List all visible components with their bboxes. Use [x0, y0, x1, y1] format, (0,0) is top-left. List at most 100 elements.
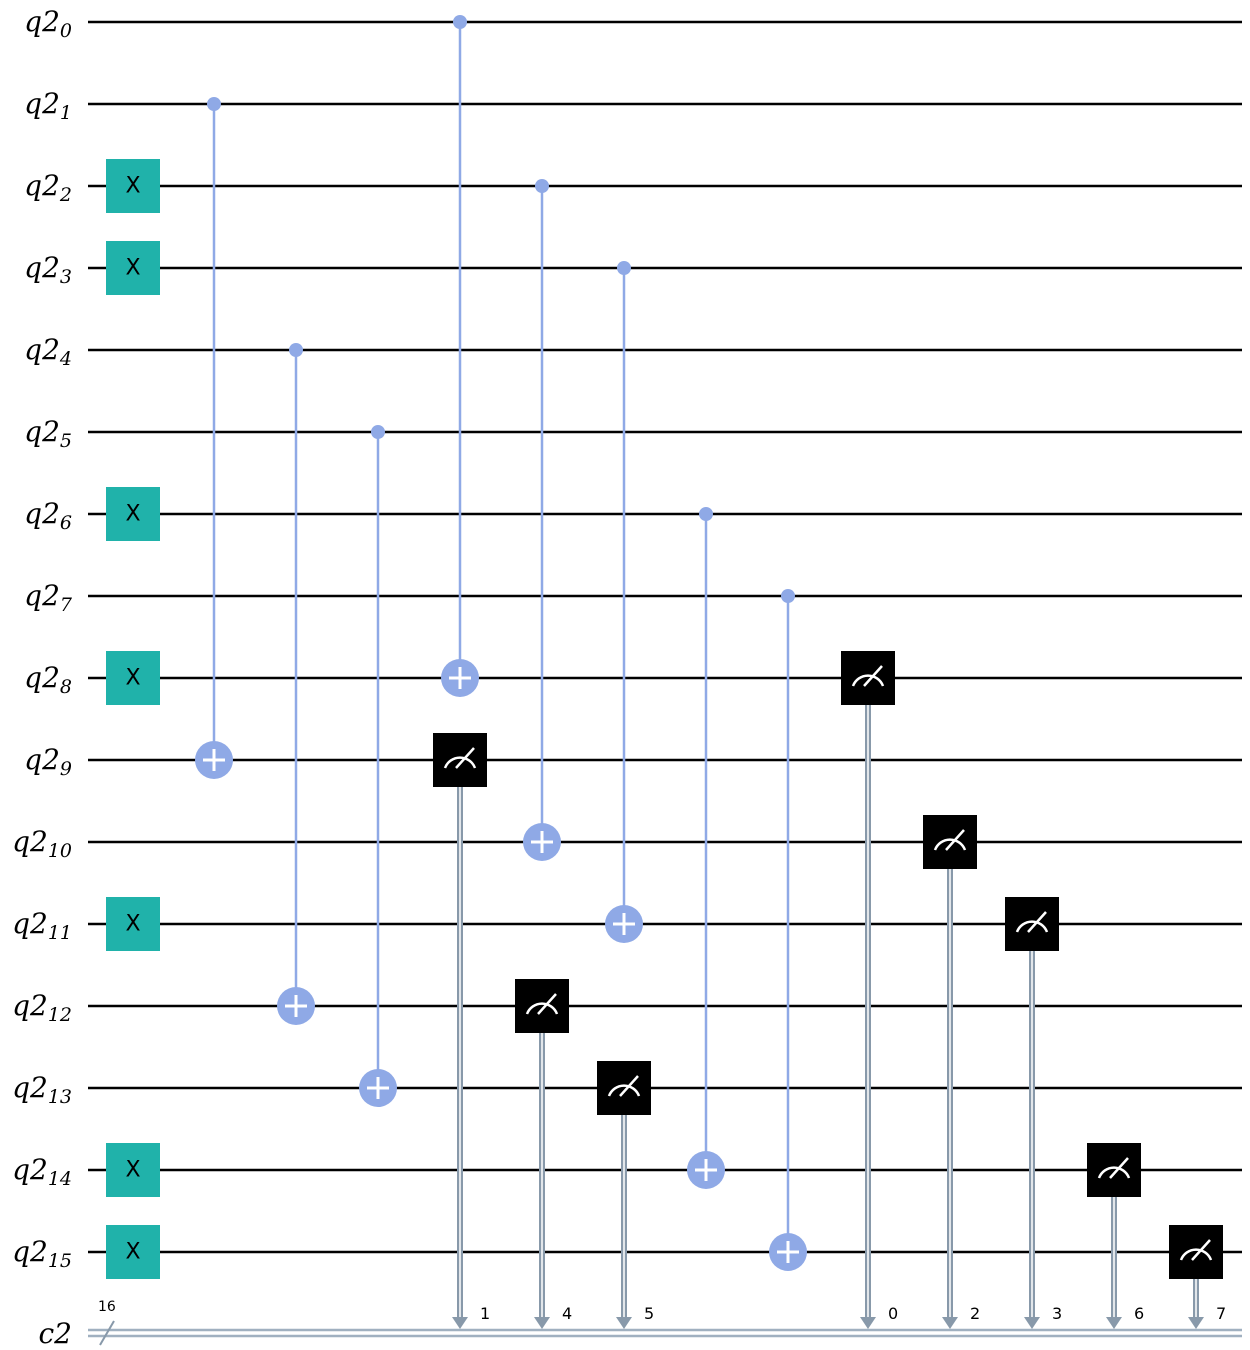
- meter-icon: [933, 838, 967, 851]
- qubit-label: q215: [12, 1235, 72, 1272]
- qubit-register-name: q2: [12, 1071, 48, 1104]
- x-gate: X: [106, 159, 160, 213]
- qubit-label: q27: [24, 579, 73, 616]
- meter-needle: [945, 829, 965, 851]
- measure-box: [1005, 897, 1059, 951]
- classical-bit-label: 3: [1052, 1304, 1062, 1323]
- qubit-register-name: q2: [24, 497, 60, 530]
- cnot-gate: [605, 261, 643, 943]
- qubit-register-name: q2: [24, 415, 60, 448]
- qubit-label: q24: [24, 333, 72, 370]
- qubit-index: 4: [59, 348, 72, 370]
- measurement-arrow: [534, 1317, 550, 1329]
- x-gate-label: X: [125, 912, 140, 937]
- meter-needle: [863, 665, 883, 687]
- x-gate: X: [106, 1143, 160, 1197]
- cnot-gate: [277, 343, 315, 1025]
- qubit-register-name: q2: [24, 169, 60, 202]
- x-gate: X: [106, 897, 160, 951]
- x-gate-label: X: [125, 502, 140, 527]
- measure-box: [433, 733, 487, 787]
- qubit-index: 12: [48, 1004, 72, 1026]
- meter-needle: [1191, 1239, 1211, 1261]
- measurement-arrow: [616, 1317, 632, 1329]
- qubit-register-name: q2: [24, 251, 60, 284]
- qubit-label: q210: [12, 825, 72, 862]
- measurement-arrow: [1024, 1317, 1040, 1329]
- measurement: 2: [923, 815, 980, 1329]
- qubit-index: 8: [60, 676, 72, 698]
- qubit-label: q25: [24, 415, 72, 452]
- qubit-label: q20: [24, 5, 72, 42]
- meter-needle: [537, 993, 557, 1015]
- qubit-register-name: q2: [24, 87, 60, 120]
- measurement-arrow: [1106, 1317, 1122, 1329]
- cnot-gate: [687, 507, 725, 1189]
- x-gate-box: [106, 1225, 160, 1279]
- qubit-register-name: q2: [24, 333, 60, 366]
- meter-needle: [619, 1075, 639, 1097]
- classical-bit-label: 7: [1216, 1304, 1226, 1323]
- cnot-gate: [441, 15, 479, 697]
- meter-icon: [443, 756, 477, 769]
- x-gate: X: [106, 487, 160, 541]
- measurement: 3: [1005, 897, 1062, 1329]
- cnot-control-dot: [535, 179, 549, 193]
- x-gate-box: [106, 487, 160, 541]
- meter-icon: [1179, 1248, 1213, 1261]
- qubit-register-name: q2: [12, 825, 48, 858]
- x-gate-box: [106, 159, 160, 213]
- measurement: 4: [515, 979, 572, 1329]
- qubit-label: q21: [24, 87, 72, 124]
- cnot-control-dot: [617, 261, 631, 275]
- meter-icon: [525, 1002, 559, 1015]
- qubit-index: 13: [48, 1086, 72, 1108]
- qubit-index: 15: [48, 1250, 72, 1272]
- measurement-arrow: [1188, 1317, 1204, 1329]
- meter-needle: [1109, 1157, 1129, 1179]
- qubit-label: q214: [12, 1153, 72, 1190]
- qubit-index: 14: [48, 1168, 72, 1190]
- qubit-label: q211: [12, 907, 72, 944]
- qubit-index: 1: [60, 102, 72, 124]
- cnot-gate: [523, 179, 561, 861]
- measure-box: [841, 651, 895, 705]
- measurement-arrow: [942, 1317, 958, 1329]
- meter-needle: [1027, 911, 1047, 933]
- bundle-size-label: 16: [98, 1299, 116, 1315]
- classical-bit-label: 6: [1134, 1304, 1144, 1323]
- cnot-control-dot: [453, 15, 467, 29]
- cnot-gate: [769, 589, 807, 1271]
- qubit-register-name: q2: [12, 989, 48, 1022]
- classical-bit-label: 4: [562, 1304, 572, 1323]
- x-gate: X: [106, 1225, 160, 1279]
- classical-bit-label: 1: [480, 1304, 490, 1323]
- measure-box: [923, 815, 977, 869]
- qubit-index: 6: [60, 512, 72, 534]
- meter-icon: [1015, 920, 1049, 933]
- x-gate-box: [106, 897, 160, 951]
- cnot-gate: [359, 425, 397, 1107]
- cnot-gate: [195, 97, 233, 779]
- classical-bit-label: 2: [970, 1304, 980, 1323]
- x-gate-box: [106, 1143, 160, 1197]
- cnot-control-dot: [699, 507, 713, 521]
- x-gate: X: [106, 651, 160, 705]
- measurement-arrow: [860, 1317, 876, 1329]
- qubit-label: q28: [24, 661, 72, 698]
- measurement: 6: [1087, 1143, 1144, 1329]
- qubit-register-name: q2: [12, 907, 48, 940]
- qubit-index: 7: [60, 594, 73, 616]
- cnot-control-dot: [207, 97, 221, 111]
- measurement: 0: [841, 651, 898, 1329]
- measurement: 7: [1169, 1225, 1226, 1329]
- x-gate: X: [106, 241, 160, 295]
- x-gate-label: X: [125, 1158, 140, 1183]
- qubit-index: 11: [48, 922, 72, 944]
- qubit-index: 0: [60, 20, 72, 42]
- x-gate-label: X: [125, 174, 140, 199]
- qubit-index: 10: [48, 840, 72, 862]
- measure-box: [597, 1061, 651, 1115]
- qubit-register-name: q2: [12, 1235, 48, 1268]
